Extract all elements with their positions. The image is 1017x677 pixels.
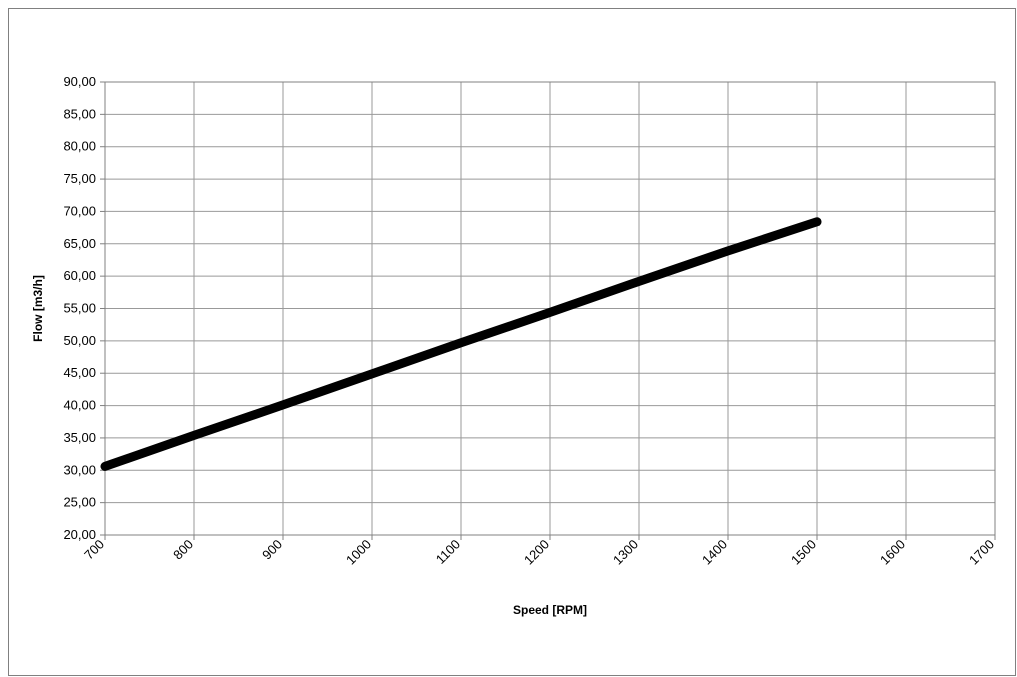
x-axis-title: Speed [RPM]	[513, 603, 587, 617]
y-tick-label: 60,00	[63, 268, 96, 283]
x-tick-label: 800	[170, 537, 196, 563]
x-tick-label: 1500	[788, 537, 819, 568]
x-tick-label: 1300	[610, 537, 641, 568]
series-line-0	[100, 217, 822, 471]
y-tick-label: 20,00	[63, 527, 96, 542]
y-tick-label: 35,00	[63, 430, 96, 445]
y-axis-title: Flow [m3/h]	[31, 275, 45, 342]
y-tick-label: 45,00	[63, 365, 96, 380]
y-tick-label: 65,00	[63, 236, 96, 251]
y-tick-label: 30,00	[63, 462, 96, 477]
y-tick-label: 70,00	[63, 203, 96, 218]
y-tick-label: 85,00	[63, 106, 96, 121]
y-tick-label: 80,00	[63, 139, 96, 154]
y-axis-ticks: 20,00 25,00 30,00 35,00 40,00 45,00 50,00 55,00…	[63, 74, 105, 542]
series-layer	[100, 217, 822, 471]
x-axis-ticks: 700 800 900 1000 1100 1200 1300 1400 1500 1600 170…	[81, 535, 997, 568]
chart-frame	[8, 8, 1016, 676]
x-tick-label: 1600	[877, 537, 908, 568]
x-tick-label: 1200	[521, 537, 552, 568]
x-tick-label: 1000	[343, 537, 374, 568]
y-tick-label: 40,00	[63, 398, 96, 413]
y-tick-label: 75,00	[63, 171, 96, 186]
y-tick-label: 90,00	[63, 74, 96, 89]
x-tick-label: 1400	[699, 537, 730, 568]
y-tick-label: 25,00	[63, 495, 96, 510]
y-tick-label: 50,00	[63, 333, 96, 348]
x-tick-label: 1700	[966, 537, 997, 568]
x-tick-label: 900	[259, 537, 285, 563]
y-tick-label: 55,00	[63, 301, 96, 316]
x-tick-label: 1100	[433, 537, 463, 567]
